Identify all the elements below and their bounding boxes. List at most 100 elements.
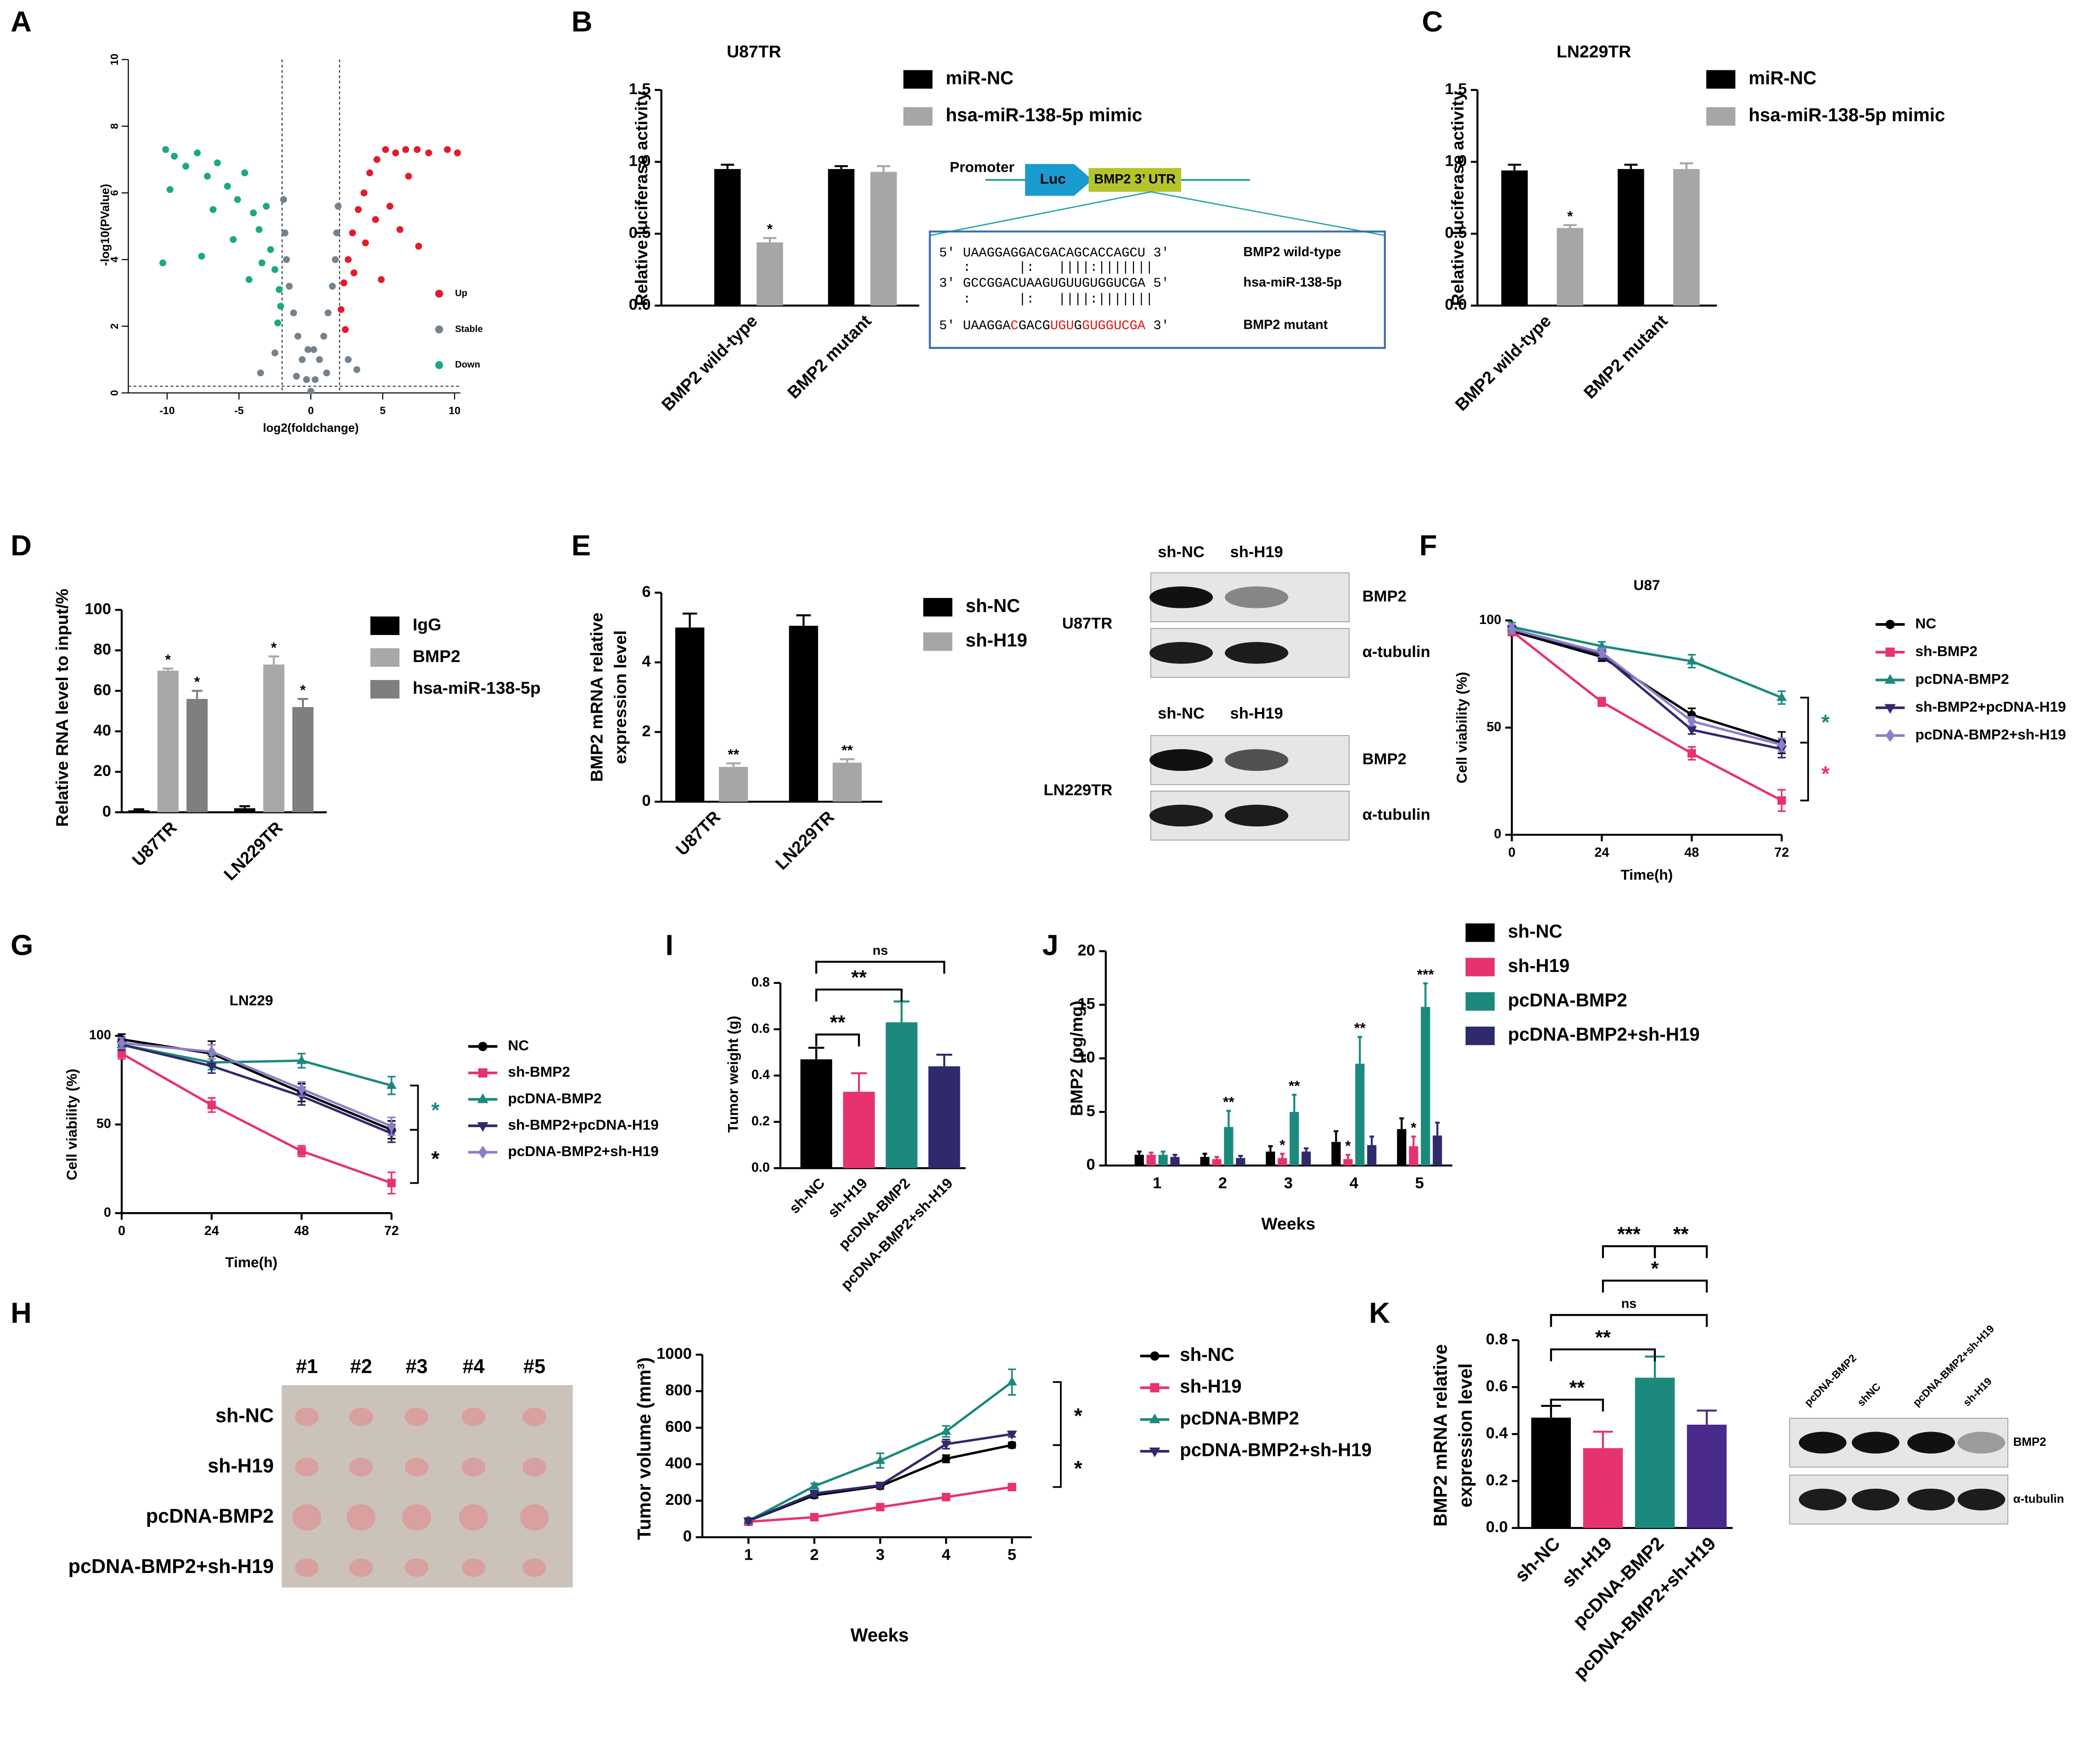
bracket	[1602, 1279, 1708, 1293]
y-tick-label: 80	[94, 641, 111, 658]
x-tick-label: 4	[1350, 1174, 1359, 1192]
legend-label: sh-BMP2+pcDNA-H19	[508, 1116, 658, 1133]
tumor	[522, 1458, 547, 1477]
y-axis-label: Relative luciferase activity	[1448, 91, 1467, 306]
x-tick-label: sh-NC	[1511, 1533, 1564, 1586]
marker	[1150, 1383, 1160, 1393]
bar	[1355, 1063, 1365, 1166]
significance: **	[1289, 1078, 1300, 1094]
error-bar	[726, 762, 741, 767]
bar	[1531, 1417, 1571, 1528]
error-bar	[1268, 1145, 1273, 1152]
y-tick-label: 15	[1077, 995, 1095, 1013]
error-bar	[1593, 1431, 1613, 1449]
bar	[675, 627, 705, 802]
y-tick-label: 200	[665, 1491, 692, 1509]
point	[350, 269, 358, 276]
point	[303, 376, 310, 383]
error-bar	[1280, 1152, 1285, 1158]
marker	[1007, 1431, 1017, 1440]
point	[310, 346, 317, 353]
line	[121, 1043, 392, 1135]
blot-band	[1225, 749, 1289, 771]
marker	[117, 1037, 126, 1049]
bar	[157, 670, 179, 813]
error-bar	[1357, 1036, 1362, 1064]
bar	[870, 172, 897, 306]
marker	[1008, 1483, 1016, 1492]
legend-swatch	[1706, 107, 1736, 126]
legend-label: hsa-miR-138-5p	[413, 678, 541, 697]
point	[312, 376, 319, 383]
band-label: BMP2	[2013, 1436, 2046, 1449]
marker	[1508, 623, 1516, 635]
blot-band	[1957, 1432, 2006, 1454]
bracket-label: **	[1595, 1326, 1611, 1348]
y-tick-label: 1000	[656, 1345, 692, 1363]
x-tick-label: 72	[384, 1224, 399, 1238]
legend-swatch	[1465, 958, 1495, 977]
panel-label: D	[11, 530, 32, 562]
tumor	[349, 1458, 373, 1477]
tumor	[461, 1458, 486, 1477]
error-bar	[1563, 224, 1577, 228]
point	[159, 259, 167, 267]
sequence-part: GUGGUCGA	[1082, 318, 1146, 333]
point	[280, 196, 287, 203]
point	[405, 173, 412, 180]
marker	[478, 1068, 488, 1078]
point	[271, 349, 279, 357]
y-tick-label: 600	[665, 1418, 692, 1436]
bar	[292, 707, 314, 813]
line	[121, 1043, 392, 1087]
tumor	[404, 1558, 429, 1577]
error-bar	[835, 165, 848, 169]
point	[166, 186, 174, 193]
marker	[477, 1093, 488, 1103]
y-tick-label: 8	[108, 123, 120, 129]
sequence: 5' UAAGGAGGACGACAGCACCAGCU 3'	[939, 245, 1169, 260]
marker	[942, 1454, 951, 1463]
point	[255, 226, 263, 233]
point	[241, 169, 248, 177]
legend-swatch	[923, 598, 953, 617]
legend-label: NC	[508, 1037, 529, 1054]
x-tick-label: 1	[1153, 1174, 1161, 1192]
bar	[1397, 1129, 1407, 1166]
bracket	[1550, 1399, 1604, 1412]
legend-swatch	[1465, 992, 1495, 1011]
bar	[843, 1091, 875, 1169]
legend-swatch	[370, 680, 400, 699]
line	[121, 1041, 392, 1128]
point	[396, 226, 404, 233]
point	[171, 152, 178, 160]
marker	[1885, 729, 1895, 742]
error-bar	[1399, 1117, 1404, 1129]
sequence-part: 3' GCCGGACUAAGUGUUGUGGUCGA 5'	[939, 275, 1169, 291]
panel-label: H	[11, 1297, 32, 1329]
bracket	[1053, 1381, 1062, 1446]
bar	[1331, 1142, 1341, 1166]
marker	[297, 1146, 306, 1156]
bracket-label: ns	[1621, 1297, 1637, 1311]
x-tick-label: U87TR	[672, 807, 724, 860]
tumor	[349, 1407, 373, 1427]
lane-label: sh-H19	[1230, 544, 1283, 561]
x-tick-label: 10	[448, 404, 460, 416]
x-tick-label: 0	[308, 404, 314, 416]
sequence-part: 5' UAAGGAGGACGACAGCACCAGCU 3'	[939, 245, 1169, 260]
bar	[1409, 1146, 1418, 1166]
marker	[478, 1146, 488, 1159]
legend-label: BMP2	[413, 646, 460, 666]
y-tick-label: 60	[94, 681, 111, 699]
blot-band	[1149, 749, 1213, 771]
line	[1511, 630, 1783, 802]
error-bar	[1345, 1153, 1351, 1159]
marker	[743, 1517, 754, 1527]
x-tick-label: 2	[810, 1546, 818, 1564]
bracket-label: *	[1822, 710, 1830, 734]
x-tick-label: BMP2 mutant	[1580, 311, 1671, 402]
legend-label: Down	[455, 360, 480, 370]
lane-label: pcDNA-BMP2	[1802, 1352, 1858, 1408]
x-tick-label: 3	[876, 1546, 885, 1564]
